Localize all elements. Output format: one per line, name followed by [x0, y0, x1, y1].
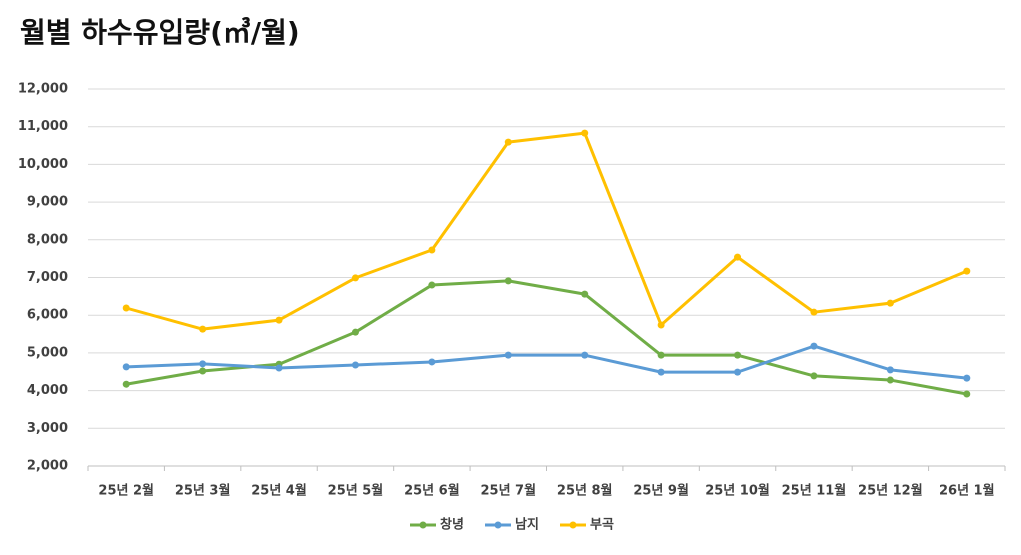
series-line	[125, 279, 968, 396]
legend-label: 부곡	[590, 518, 614, 533]
data-point	[963, 374, 971, 382]
data-point	[886, 366, 894, 374]
data-point	[351, 328, 359, 336]
data-point	[581, 129, 589, 137]
data-point	[886, 299, 894, 307]
data-point	[122, 304, 130, 312]
x-tick-label: 25년 5월	[328, 483, 384, 499]
data-point	[734, 351, 742, 359]
data-point	[122, 380, 130, 388]
data-point	[428, 246, 436, 254]
data-point	[581, 290, 589, 298]
data-point	[886, 376, 894, 384]
x-tick-label: 26년 1월	[939, 483, 995, 499]
x-tick-label: 25년 12월	[858, 483, 923, 499]
y-tick-label: 7,000	[27, 270, 68, 285]
data-point	[963, 390, 971, 398]
x-tick-label: 25년 4월	[251, 483, 307, 499]
data-point	[657, 368, 665, 376]
data-point	[351, 361, 359, 369]
series-line	[126, 344, 967, 380]
x-tick-label: 25년 10월	[705, 483, 770, 499]
x-tick-label: 25년 8월	[557, 483, 613, 499]
y-tick-label: 10,000	[18, 157, 68, 172]
data-point	[581, 351, 589, 359]
data-point	[810, 308, 818, 316]
legend-marker	[494, 521, 502, 529]
data-point	[734, 368, 742, 376]
legend-label: 남지	[515, 517, 539, 533]
data-point	[657, 321, 665, 329]
y-tick-label: 4,000	[27, 383, 68, 398]
data-point	[199, 325, 207, 333]
y-tick-label: 3,000	[27, 421, 68, 436]
legend-marker	[569, 521, 577, 529]
y-tick-label: 2,000	[27, 459, 68, 474]
y-tick-label: 6,000	[27, 308, 68, 323]
x-tick-label: 25년 3월	[175, 483, 231, 499]
y-tick-label: 11,000	[18, 119, 68, 134]
data-point	[122, 363, 130, 371]
data-point	[428, 358, 436, 366]
x-tick-label: 25년 9월	[633, 483, 689, 499]
data-point	[275, 316, 283, 324]
x-tick-label: 25년 11월	[782, 483, 847, 499]
series-line	[125, 131, 968, 331]
x-tick-label: 25년 7월	[480, 483, 536, 499]
data-point	[199, 367, 207, 375]
legend-marker	[419, 521, 427, 529]
data-point	[504, 351, 512, 359]
data-point	[504, 277, 512, 285]
data-point	[504, 138, 512, 146]
data-point	[351, 274, 359, 282]
data-point	[275, 364, 283, 372]
x-tick-label: 25년 2월	[98, 483, 154, 499]
data-point	[657, 351, 665, 359]
data-point	[810, 342, 818, 350]
data-point	[428, 281, 436, 289]
x-tick-label: 25년 6월	[404, 483, 460, 499]
y-tick-label: 8,000	[27, 232, 68, 247]
chart-title: 월별 하수유입량(㎥/월)	[20, 16, 300, 49]
data-point	[734, 253, 742, 261]
y-tick-label: 9,000	[27, 195, 68, 210]
y-tick-label: 12,000	[18, 82, 68, 97]
data-point	[199, 360, 207, 368]
y-tick-label: 5,000	[27, 345, 68, 360]
data-point	[810, 372, 818, 380]
data-point	[963, 267, 971, 275]
legend-label: 창녕	[440, 517, 464, 533]
